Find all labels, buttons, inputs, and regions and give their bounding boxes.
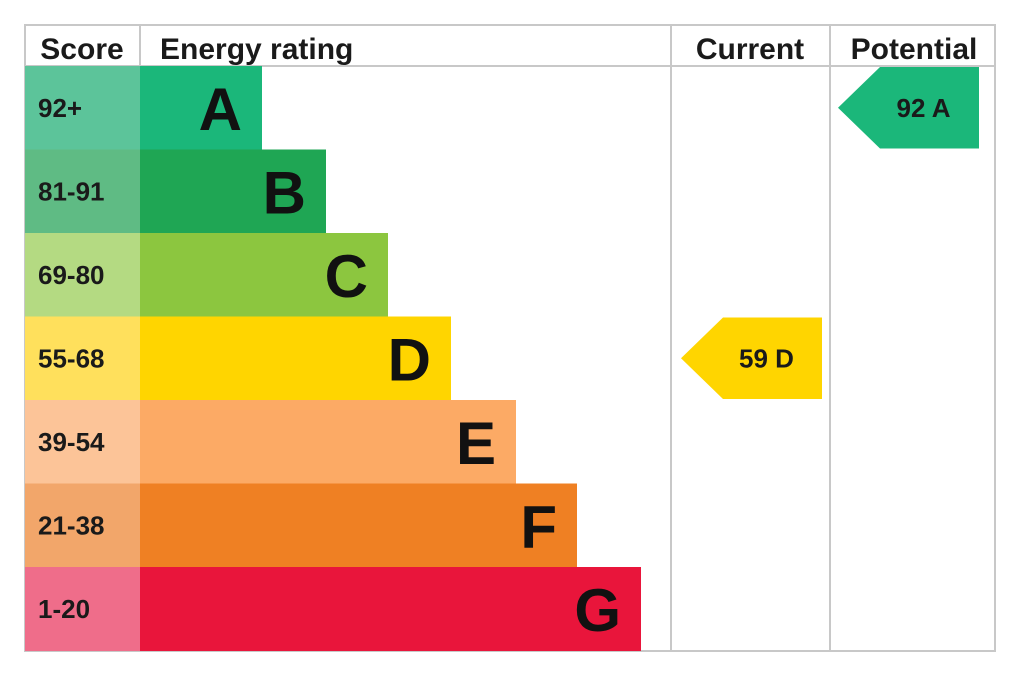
score-cell-c [25,233,140,317]
band-letter-f: F [520,493,557,560]
score-range-b: 81-91 [38,176,105,206]
current-rating-label: 59 D [739,343,794,373]
band-letter-b: B [263,159,306,226]
band-letter-a: A [199,76,242,143]
score-range-a: 92+ [38,93,82,123]
band-letter-d: D [388,326,431,393]
header-score: Score [40,33,123,66]
score-range-d: 55-68 [38,343,105,373]
header-potential: Potential [851,33,978,66]
band-bar-g [140,567,641,651]
band-bar-c [140,233,388,317]
band-bar-b [140,149,326,234]
band-letter-g: G [574,577,621,644]
rating-bands: 92+ A 81-91 B 69-80 C 55-68 D 39-54 E 21-38 F 1-20 G [25,66,641,651]
score-cell-g [25,567,140,651]
band-bar-f [140,483,577,568]
current-rating-arrow [681,317,822,399]
band-bar-d [140,316,451,401]
score-range-f: 21-38 [38,510,105,540]
score-range-c: 69-80 [38,260,105,290]
band-bar-e [140,400,516,484]
score-cell-d [25,316,140,401]
header-current: Current [696,33,804,66]
potential-rating-label: 92 A [897,93,951,123]
score-cell-b [25,149,140,234]
score-range-e: 39-54 [38,427,105,457]
rating-arrows: 59 D 92 A [681,67,979,399]
potential-rating-arrow [838,67,979,149]
score-cell-e [25,400,140,484]
band-letter-c: C [325,243,368,310]
band-letter-e: E [456,410,496,477]
header-energy-rating: Energy rating [160,33,353,66]
band-bar-a [140,66,262,150]
score-cell-a [25,66,140,150]
score-cell-f [25,483,140,568]
score-range-g: 1-20 [38,594,90,624]
